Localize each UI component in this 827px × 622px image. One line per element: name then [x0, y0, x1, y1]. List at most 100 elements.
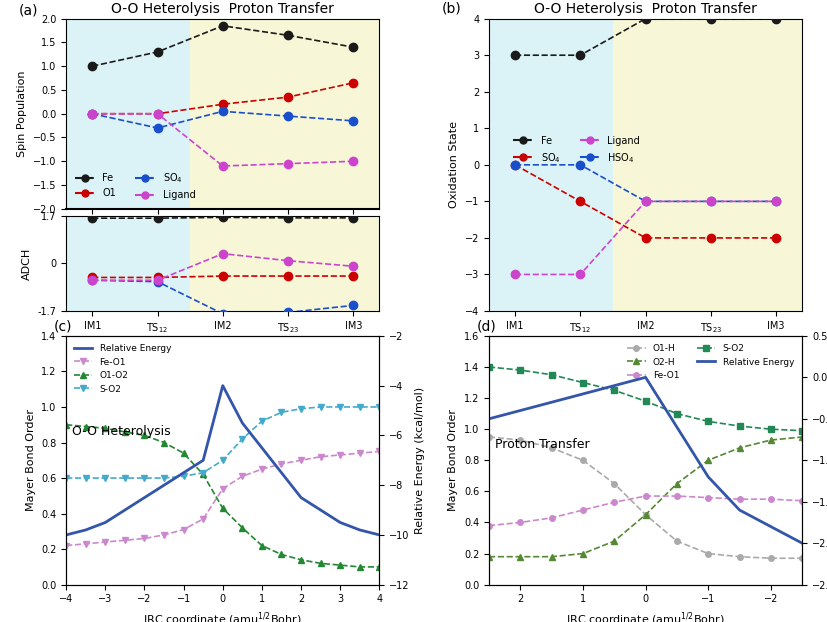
- Text: (b): (b): [442, 2, 461, 16]
- Fe-O1: [198, 515, 208, 522]
- S-O2: [797, 427, 807, 434]
- Relative Energy: [672, 424, 682, 431]
- O1-H: [484, 433, 494, 440]
- Line: O2-H: O2-H: [486, 434, 805, 559]
- Relative Energy: [257, 444, 267, 452]
- Bar: [60, 216, 190, 311]
- Line: O1-H: O1-H: [486, 434, 805, 561]
- O1-O2: [100, 425, 110, 432]
- Legend: O1-H, O2-H, Fe-O1, S-O2, Relative Energy: O1-H, O2-H, Fe-O1, S-O2, Relative Energy: [624, 340, 798, 384]
- S-O2: [198, 469, 208, 476]
- O1-H: [515, 437, 525, 444]
- Fe-O1: [296, 457, 306, 464]
- Title: O-O Heterolysis  Proton Transfer: O-O Heterolysis Proton Transfer: [534, 2, 757, 16]
- O2-H: [515, 553, 525, 560]
- O2-H: [609, 537, 619, 545]
- Relative Energy: [140, 494, 150, 501]
- Relative Energy: [734, 506, 744, 514]
- Fe-O1: [140, 535, 150, 542]
- S-O2: [81, 475, 91, 482]
- O2-H: [641, 511, 651, 519]
- Relative Energy: [198, 457, 208, 464]
- O1-H: [578, 457, 588, 464]
- S-O2: [100, 475, 110, 482]
- Relative Energy: [609, 382, 619, 389]
- Text: (d): (d): [476, 320, 496, 334]
- O1-O2: [296, 556, 306, 564]
- Relative Energy: [641, 374, 651, 381]
- Relative Energy: [766, 523, 776, 531]
- S-O2: [335, 403, 345, 411]
- O1-O2: [335, 562, 345, 569]
- Line: Relative Energy: Relative Energy: [489, 378, 802, 543]
- O1-H: [609, 480, 619, 488]
- Line: Fe-O1: Fe-O1: [486, 493, 805, 528]
- Relative Energy: [578, 390, 588, 397]
- O1-H: [703, 550, 713, 557]
- Bar: [190, 19, 386, 209]
- Text: O-O Heterolysis: O-O Heterolysis: [73, 425, 171, 439]
- Y-axis label: Mayer Bond Order: Mayer Bond Order: [448, 409, 458, 511]
- S-O2: [159, 475, 169, 482]
- O1-O2: [179, 450, 189, 457]
- Bar: [482, 19, 613, 311]
- O1-O2: [276, 550, 286, 558]
- O1-H: [641, 511, 651, 519]
- S-O2: [641, 397, 651, 405]
- Relative Energy: [515, 407, 525, 414]
- O1-O2: [375, 563, 385, 570]
- Y-axis label: ADCH: ADCH: [22, 248, 32, 280]
- Bar: [190, 216, 386, 311]
- S-O2: [734, 422, 744, 430]
- S-O2: [766, 425, 776, 433]
- O2-H: [672, 480, 682, 488]
- S-O2: [120, 475, 130, 482]
- Fe-O1: [641, 493, 651, 500]
- Bar: [60, 19, 190, 209]
- S-O2: [179, 473, 189, 480]
- Legend: Relative Energy, Fe-O1, O1-O2, S-O2: Relative Energy, Fe-O1, O1-O2, S-O2: [70, 340, 174, 397]
- S-O2: [218, 457, 227, 464]
- Relative Energy: [355, 526, 365, 534]
- Text: (a): (a): [19, 4, 39, 18]
- Relative Energy: [100, 519, 110, 526]
- Fe-O1: [237, 473, 247, 480]
- O2-H: [797, 433, 807, 440]
- Fe-O1: [672, 493, 682, 500]
- Title: O-O Heterolysis  Proton Transfer: O-O Heterolysis Proton Transfer: [112, 2, 334, 16]
- S-O2: [140, 475, 150, 482]
- Text: Proton Transfer: Proton Transfer: [495, 438, 590, 451]
- Relative Energy: [81, 526, 91, 534]
- Relative Energy: [335, 519, 345, 526]
- Legend: Fe, O1, SO$_4$, Ligand: Fe, O1, SO$_4$, Ligand: [71, 167, 199, 204]
- Relative Energy: [159, 481, 169, 489]
- Y-axis label: Mayer Bond Order: Mayer Bond Order: [26, 409, 36, 511]
- Relative Energy: [120, 506, 130, 514]
- O2-H: [766, 437, 776, 444]
- S-O2: [355, 403, 365, 411]
- O1-O2: [316, 560, 326, 567]
- Relative Energy: [179, 469, 189, 476]
- S-O2: [316, 403, 326, 411]
- O1-H: [734, 553, 744, 560]
- O1-H: [672, 537, 682, 545]
- O1-O2: [218, 504, 227, 512]
- X-axis label: IRC coordinate (amu$^{1/2}$Bohr): IRC coordinate (amu$^{1/2}$Bohr): [143, 610, 302, 622]
- Fe-O1: [218, 485, 227, 493]
- Relative Energy: [296, 494, 306, 501]
- S-O2: [237, 435, 247, 443]
- O2-H: [578, 550, 588, 557]
- Fe-O1: [120, 537, 130, 544]
- S-O2: [276, 409, 286, 416]
- Fe-O1: [578, 506, 588, 514]
- O1-O2: [81, 423, 91, 430]
- Line: Relative Energy: Relative Energy: [66, 386, 380, 535]
- O2-H: [734, 444, 744, 452]
- S-O2: [609, 386, 619, 394]
- S-O2: [484, 363, 494, 371]
- O1-O2: [120, 428, 130, 435]
- S-O2: [703, 418, 713, 425]
- O2-H: [484, 553, 494, 560]
- S-O2: [547, 371, 557, 378]
- Fe-O1: [276, 460, 286, 468]
